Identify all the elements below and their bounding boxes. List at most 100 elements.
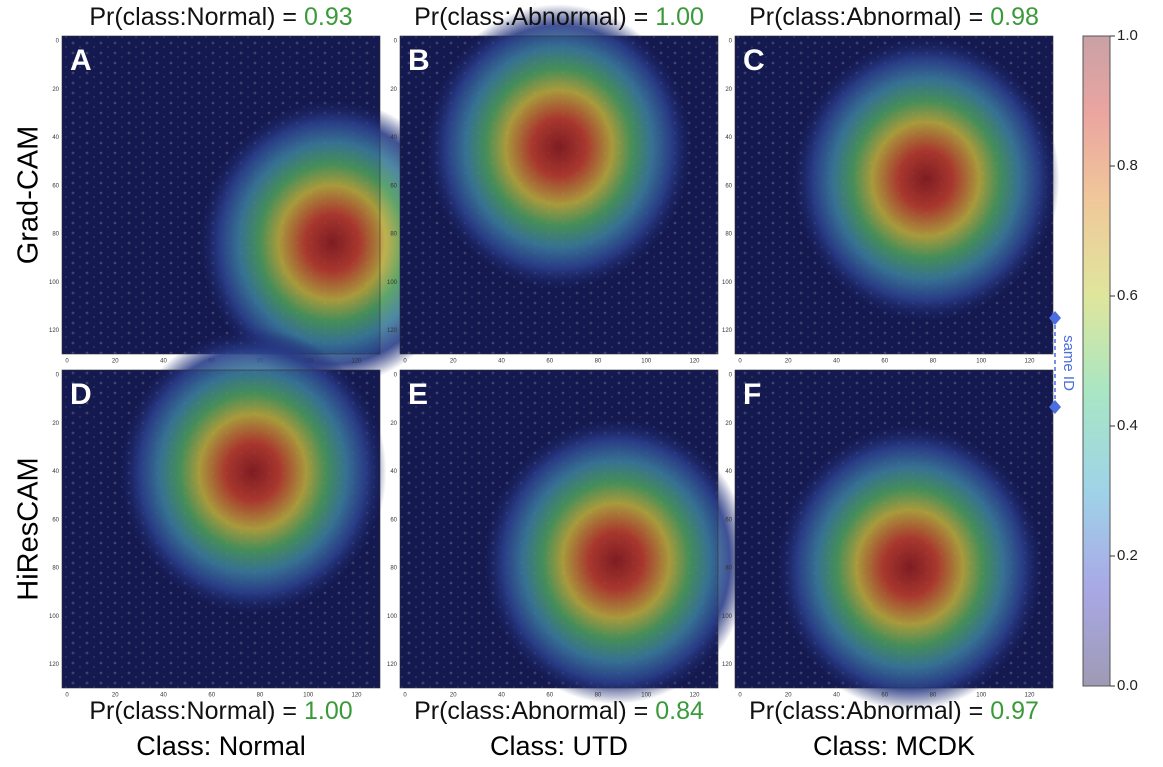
y-tick-label: 0 bbox=[729, 373, 733, 379]
y-tick-label: 20 bbox=[52, 421, 59, 427]
colorbar bbox=[1083, 36, 1110, 686]
heatmap bbox=[792, 36, 1059, 322]
probability-value: 0.93 bbox=[304, 3, 353, 31]
y-tick-label: 120 bbox=[49, 662, 60, 668]
colorbar-tick-label: 0.0 bbox=[1117, 677, 1138, 694]
y-tick-label: 40 bbox=[390, 135, 397, 141]
y-tick-label: 0 bbox=[56, 39, 60, 45]
y-tick-label: 60 bbox=[52, 517, 59, 523]
y-tick-label: 100 bbox=[387, 614, 398, 620]
y-tick-label: 20 bbox=[52, 87, 59, 93]
row-label: Grad-CAM bbox=[13, 126, 45, 265]
probability-value: 0.84 bbox=[655, 697, 704, 725]
y-tick-label: 40 bbox=[725, 469, 732, 475]
x-tick-label: 60 bbox=[881, 359, 888, 365]
probability-label: Pr(class:Abnormal) = bbox=[414, 697, 648, 725]
y-tick-label: 80 bbox=[725, 566, 732, 572]
panel: F002020404060608080100100120120 bbox=[722, 370, 1053, 710]
y-tick-label: 60 bbox=[725, 183, 732, 189]
x-tick-label: 0 bbox=[403, 693, 407, 699]
column-label: Class: MCDK bbox=[813, 731, 975, 761]
probability: Pr(class:Normal) =0.93 bbox=[89, 3, 352, 31]
probability-value: 0.98 bbox=[990, 3, 1039, 31]
y-tick-label: 120 bbox=[49, 328, 60, 334]
y-tick-label: 40 bbox=[52, 469, 59, 475]
probability-value: 0.97 bbox=[990, 697, 1039, 725]
x-tick-label: 120 bbox=[1025, 359, 1036, 365]
probability-label: Pr(class:Abnormal) = bbox=[749, 697, 983, 725]
panel-letter: E bbox=[408, 378, 428, 411]
colorbar-tick-label: 0.6 bbox=[1117, 287, 1138, 304]
x-tick-label: 100 bbox=[641, 359, 652, 365]
panel: B002020404060608080100100120120 bbox=[387, 4, 718, 364]
probability: Pr(class:Abnormal) =0.97 bbox=[749, 697, 1039, 725]
x-tick-label: 120 bbox=[352, 693, 363, 699]
x-tick-label: 120 bbox=[352, 359, 363, 365]
annotation: same ID bbox=[1060, 335, 1077, 391]
x-tick-label: 20 bbox=[785, 359, 792, 365]
y-tick-label: 80 bbox=[725, 232, 732, 238]
y-tick-label: 60 bbox=[390, 183, 397, 189]
y-tick-label: 20 bbox=[390, 421, 397, 427]
x-tick-label: 60 bbox=[546, 359, 553, 365]
y-tick-label: 100 bbox=[722, 280, 733, 286]
x-tick-label: 0 bbox=[738, 693, 742, 699]
x-tick-label: 20 bbox=[112, 359, 119, 365]
colorbar-tick-label: 0.8 bbox=[1117, 157, 1138, 174]
y-tick-label: 0 bbox=[394, 373, 398, 379]
heatmap bbox=[776, 424, 1043, 710]
x-tick-label: 40 bbox=[833, 359, 840, 365]
x-tick-label: 0 bbox=[65, 359, 69, 365]
probability-label: Pr(class:Normal) = bbox=[89, 697, 297, 725]
panel-letter: F bbox=[743, 378, 761, 411]
probability-label: Pr(class:Normal) = bbox=[89, 3, 297, 31]
x-tick-label: 20 bbox=[450, 359, 457, 365]
probability-label: Pr(class:Abnormal) = bbox=[749, 3, 983, 31]
heatmap bbox=[119, 329, 386, 615]
y-tick-label: 60 bbox=[725, 517, 732, 523]
probability-label: Pr(class:Abnormal) = bbox=[414, 3, 648, 31]
y-tick-label: 0 bbox=[56, 373, 60, 379]
row-label: HiResCAM bbox=[13, 457, 45, 600]
y-tick-label: 100 bbox=[49, 614, 60, 620]
y-tick-label: 80 bbox=[52, 566, 59, 572]
y-tick-label: 120 bbox=[722, 662, 733, 668]
y-tick-label: 120 bbox=[722, 328, 733, 334]
probability: Pr(class:Normal) =1.00 bbox=[89, 697, 352, 725]
figure: A002020404060608080100100120120Pr(class:… bbox=[0, 0, 1163, 762]
y-tick-label: 0 bbox=[394, 39, 398, 45]
y-tick-label: 100 bbox=[722, 614, 733, 620]
x-tick-label: 80 bbox=[595, 359, 602, 365]
heatmap bbox=[483, 418, 750, 704]
y-tick-label: 100 bbox=[49, 280, 60, 286]
y-tick-label: 60 bbox=[52, 183, 59, 189]
y-tick-label: 40 bbox=[725, 135, 732, 141]
y-tick-label: 40 bbox=[390, 469, 397, 475]
y-tick-label: 100 bbox=[387, 280, 398, 286]
x-tick-label: 120 bbox=[690, 359, 701, 365]
panel-letter: B bbox=[408, 44, 430, 77]
colorbar-tick-label: 0.4 bbox=[1117, 417, 1138, 434]
column-label: Class: Normal bbox=[136, 731, 306, 761]
x-tick-label: 40 bbox=[498, 359, 505, 365]
probability-value: 1.00 bbox=[655, 3, 704, 31]
probability: Pr(class:Abnormal) =1.00 bbox=[414, 3, 704, 31]
y-tick-label: 120 bbox=[387, 662, 398, 668]
panel-letter: A bbox=[70, 44, 92, 77]
heatmap bbox=[425, 4, 692, 290]
y-tick-label: 120 bbox=[387, 328, 398, 334]
x-tick-label: 80 bbox=[930, 359, 937, 365]
colorbar-tick-label: 1.0 bbox=[1117, 27, 1138, 44]
y-tick-label: 80 bbox=[390, 232, 397, 238]
y-tick-label: 20 bbox=[390, 87, 397, 93]
y-tick-label: 80 bbox=[390, 566, 397, 572]
panel-letter: D bbox=[70, 378, 92, 411]
y-tick-label: 40 bbox=[52, 135, 59, 141]
probability-value: 1.00 bbox=[304, 697, 353, 725]
y-tick-label: 20 bbox=[725, 87, 732, 93]
x-tick-label: 0 bbox=[738, 359, 742, 365]
y-tick-label: 0 bbox=[729, 39, 733, 45]
